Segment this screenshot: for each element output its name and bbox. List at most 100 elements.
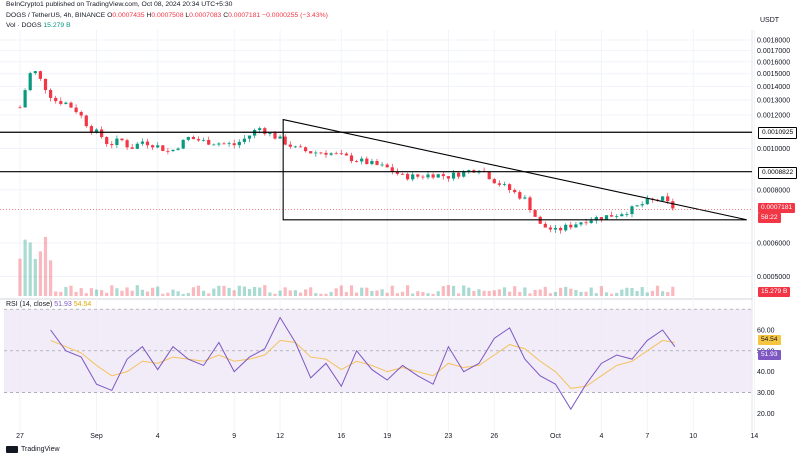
volume-bar xyxy=(156,286,160,296)
volume-bar xyxy=(472,291,476,296)
volume-bar xyxy=(283,287,287,296)
volume-bar xyxy=(191,287,195,296)
candle-body xyxy=(268,132,272,134)
candle-body xyxy=(263,128,267,134)
candle-body xyxy=(666,196,670,202)
volume-bar xyxy=(360,287,364,296)
volume-bar xyxy=(94,289,99,296)
candle-body xyxy=(365,158,369,165)
candle-body xyxy=(426,174,430,178)
volume-bar xyxy=(655,285,660,296)
volume-bar xyxy=(635,291,639,296)
candle-body xyxy=(222,143,226,145)
candle-body xyxy=(411,174,415,180)
candle-body xyxy=(487,171,491,180)
candle-body xyxy=(497,183,501,185)
volume-bar xyxy=(74,291,78,296)
candle-body xyxy=(630,206,634,215)
volume-bar xyxy=(18,258,22,296)
y-tick-label: 0.0006000 xyxy=(757,240,790,247)
volume-bar xyxy=(421,292,425,296)
volume-bar xyxy=(298,292,303,296)
volume-line: Vol · DOGS 15.279 B xyxy=(6,22,71,29)
candle-body xyxy=(329,153,333,155)
level-price-label: 0.0010925 xyxy=(758,127,798,140)
candle-body xyxy=(380,164,384,166)
x-tick-label: 26 xyxy=(490,433,498,440)
volume-value: 15.279 B xyxy=(43,22,71,29)
candle-body xyxy=(59,101,63,104)
volume-bar xyxy=(140,289,144,296)
rsi-lines xyxy=(50,316,676,411)
volume-bar xyxy=(436,291,440,296)
volume-bar xyxy=(395,293,399,296)
x-tick-label: 23 xyxy=(445,433,453,440)
volume-bar xyxy=(304,289,308,296)
last-price-label: 0.0007181 xyxy=(758,202,796,213)
candle-body xyxy=(207,139,211,145)
candle-body xyxy=(553,227,558,230)
candle-body xyxy=(395,171,399,174)
candle-body xyxy=(661,196,665,201)
volume-bar xyxy=(23,239,27,296)
candle-body xyxy=(406,173,410,180)
volume-bar xyxy=(161,293,165,296)
volume-bar xyxy=(380,289,384,296)
candle-body xyxy=(467,170,471,172)
candle-body xyxy=(349,155,354,162)
candle-body xyxy=(400,173,405,175)
volume-bar xyxy=(217,285,221,296)
volume-bar xyxy=(242,286,246,296)
volume-bar xyxy=(446,285,450,296)
candle-body xyxy=(181,139,185,149)
candle-body xyxy=(615,216,619,217)
volume-bar xyxy=(416,291,420,296)
volume-bar xyxy=(574,289,578,296)
x-tick-label: 19 xyxy=(383,433,391,440)
volume-bar xyxy=(604,292,609,296)
y-tick-label: 0.0012000 xyxy=(757,112,790,119)
candle-body xyxy=(538,216,542,224)
rsi-tick-label: 20.00 xyxy=(757,411,775,418)
candle-body xyxy=(237,141,241,146)
candle-body xyxy=(324,152,328,155)
volume-bar xyxy=(278,290,282,296)
volume-bar xyxy=(105,292,109,296)
candle-body xyxy=(186,137,190,140)
candle-body xyxy=(196,139,201,141)
candle-body xyxy=(564,224,568,231)
x-tick-label: Sep xyxy=(90,433,103,440)
volume-bar xyxy=(196,285,201,296)
volume-bar xyxy=(166,292,170,296)
x-tick-label: 12 xyxy=(276,433,284,440)
candle-body xyxy=(115,138,119,146)
candle-body xyxy=(33,71,37,74)
volume-bar xyxy=(309,287,313,296)
volume-bar xyxy=(492,290,496,296)
volume-bar xyxy=(69,285,73,296)
volume-bar xyxy=(441,286,445,296)
candle-body xyxy=(513,189,517,193)
candle-body xyxy=(161,145,165,151)
volume-bar xyxy=(599,286,603,296)
volume-bar xyxy=(258,287,262,296)
candle-body xyxy=(232,143,236,146)
volume-bar xyxy=(222,285,226,296)
volume-bar xyxy=(640,287,644,296)
candle-body xyxy=(247,135,252,139)
candle-body xyxy=(273,132,277,139)
volume-bar xyxy=(247,289,252,296)
volume-bar xyxy=(212,288,216,296)
volume-bar xyxy=(497,289,501,296)
candle-body xyxy=(79,112,83,116)
candle-body xyxy=(451,172,456,179)
candle-body xyxy=(125,140,129,148)
candle-body xyxy=(599,217,603,220)
rsi-tick-label: 60.00 xyxy=(757,328,775,335)
candle-body xyxy=(18,107,22,109)
candle-body xyxy=(502,184,507,186)
candle-body xyxy=(431,174,435,178)
volume-bar xyxy=(202,290,206,296)
candle-body xyxy=(49,90,53,98)
